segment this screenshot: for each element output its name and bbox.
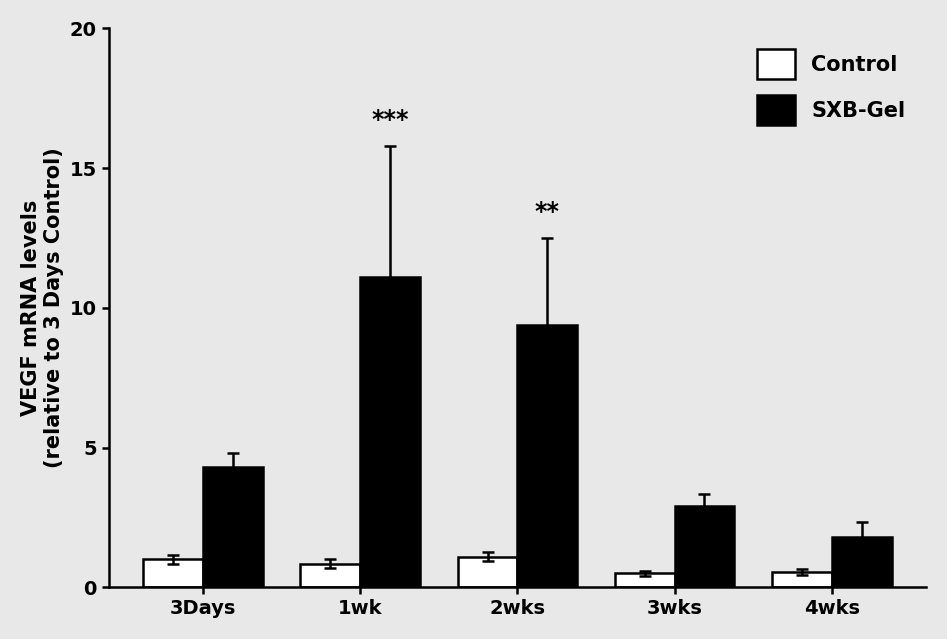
Bar	[831, 537, 891, 587]
Bar	[360, 277, 420, 587]
Bar	[300, 564, 360, 587]
Y-axis label: VEGF mRNA levels
(relative to 3 Days Control): VEGF mRNA levels (relative to 3 Days Con…	[21, 148, 64, 468]
Bar	[674, 506, 734, 587]
Bar	[203, 467, 262, 587]
Text: ***: ***	[371, 108, 409, 132]
Bar	[457, 557, 517, 587]
Bar	[143, 559, 203, 587]
Text: **: **	[535, 200, 560, 224]
Bar	[517, 325, 577, 587]
Legend: Control, SXB-Gel: Control, SXB-Gel	[746, 39, 916, 135]
Bar	[615, 573, 674, 587]
Bar	[772, 572, 831, 587]
